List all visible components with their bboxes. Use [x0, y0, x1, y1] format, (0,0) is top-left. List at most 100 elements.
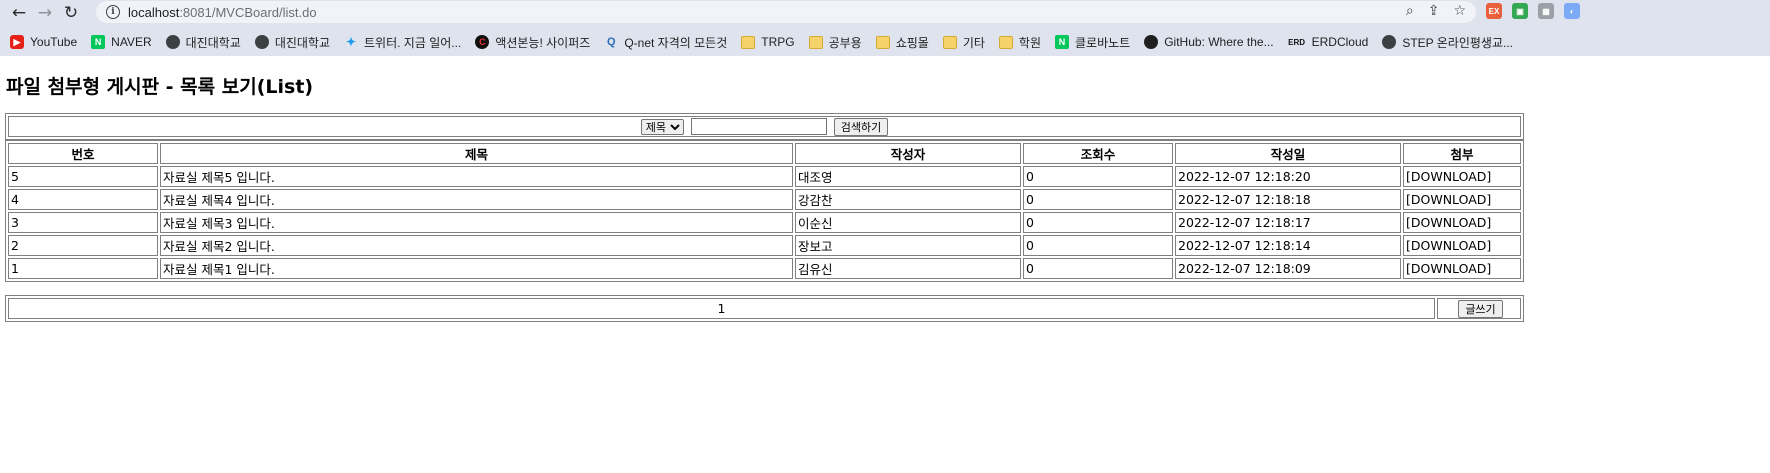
folder-icon: [875, 35, 890, 49]
cell-views: 0: [1023, 212, 1173, 233]
cell-number: 1: [8, 258, 158, 279]
bookmark-label: 대진대학교: [185, 35, 241, 50]
page-body: 파일 첨부형 게시판 - 목록 보기(List) 제목 검색하기 번호 제목 작…: [0, 74, 1770, 322]
download-link[interactable]: [DOWNLOAD]: [1403, 235, 1521, 256]
bookmark-item[interactable]: 공부용: [808, 34, 862, 51]
bookmark-label: 공부용: [828, 35, 862, 50]
download-link[interactable]: [DOWNLOAD]: [1403, 258, 1521, 279]
globe-icon: [165, 35, 180, 49]
cyphers-icon: C: [475, 35, 490, 49]
bookmark-star-icon[interactable]: ☆: [1453, 3, 1466, 19]
bookmark-item[interactable]: STEP 온라인평생교...: [1382, 34, 1513, 51]
col-header-date: 작성일: [1175, 143, 1401, 164]
download-link[interactable]: [DOWNLOAD]: [1403, 166, 1521, 187]
bookmark-item[interactable]: 쇼핑몰: [875, 34, 929, 51]
bookmark-label: 쇼핑몰: [895, 35, 929, 50]
write-button[interactable]: 글쓰기: [1458, 299, 1503, 318]
cell-date: 2022-12-07 12:18:20: [1175, 166, 1401, 187]
cell-author: 김유신: [795, 258, 1021, 279]
cell-number: 5: [8, 166, 158, 187]
search-form-table: 제목 검색하기: [5, 113, 1524, 140]
col-header-attachment: 첨부: [1403, 143, 1521, 164]
cell-title-link[interactable]: 자료실 제목3 입니다.: [160, 212, 793, 233]
folder-icon: [998, 35, 1013, 49]
col-header-views: 조회수: [1023, 143, 1173, 164]
bookmark-item[interactable]: ERD ERDCloud: [1288, 35, 1368, 49]
cell-views: 0: [1023, 166, 1173, 187]
globe-icon: [254, 35, 269, 49]
bookmark-item[interactable]: GitHub: Where the...: [1144, 35, 1274, 49]
extension-icon[interactable]: ▦: [1538, 3, 1554, 19]
bookmark-item[interactable]: 대진대학교: [165, 34, 241, 51]
site-info-icon[interactable]: i: [106, 5, 120, 19]
extension-icon[interactable]: EX: [1486, 3, 1502, 19]
bookmark-label: 클로바노트: [1075, 35, 1131, 50]
cell-title-link[interactable]: 자료실 제목1 입니다.: [160, 258, 793, 279]
download-link[interactable]: [DOWNLOAD]: [1403, 212, 1521, 233]
extension-icon[interactable]: ▣: [1512, 3, 1528, 19]
search-bar: 제목 검색하기: [8, 116, 1521, 137]
folder-icon: [741, 35, 756, 49]
bookmark-item[interactable]: C 액션본능! 사이퍼즈: [475, 34, 590, 51]
url-text[interactable]: localhost:8081/MVCBoard/list.do: [128, 5, 317, 20]
table-header-row: 번호 제목 작성자 조회수 작성일 첨부: [8, 143, 1521, 164]
bookmark-label: YouTube: [30, 35, 78, 49]
search-field-select[interactable]: 제목: [640, 118, 684, 135]
reload-icon[interactable]: ↻: [63, 3, 79, 23]
bookmark-item[interactable]: TRPG: [741, 35, 795, 49]
cell-title-link[interactable]: 자료실 제목2 입니다.: [160, 235, 793, 256]
bookmark-label: 액션본능! 사이퍼즈: [495, 35, 591, 50]
page-number[interactable]: 1: [8, 298, 1435, 319]
page-title: 파일 첨부형 게시판 - 목록 보기(List): [6, 76, 314, 98]
cell-number: 3: [8, 212, 158, 233]
col-header-number: 번호: [8, 143, 158, 164]
bookmark-item[interactable]: ✦ 트위터. 지금 일어...: [344, 34, 461, 51]
bookmark-item[interactable]: N NAVER: [91, 35, 152, 49]
cell-author: 대조영: [795, 166, 1021, 187]
bookmark-item[interactable]: N 클로바노트: [1055, 34, 1130, 51]
cell-number: 4: [8, 189, 158, 210]
bookmark-item[interactable]: 기타: [942, 34, 985, 51]
bookmark-label: 대진대학교: [274, 35, 331, 50]
bookmark-item[interactable]: 대진대학교: [254, 34, 331, 51]
cell-author: 이순신: [795, 212, 1021, 233]
bookmarks-bar: ▶ YouTube N NAVER 대진대학교 대진대학교 ✦ 트위터. 지금 일어... C 액…: [0, 29, 1770, 55]
download-link[interactable]: [DOWNLOAD]: [1403, 189, 1521, 210]
cell-title-link[interactable]: 자료실 제목4 입니다.: [160, 189, 793, 210]
folder-icon: [808, 35, 823, 49]
pagination-table: 1 글쓰기: [5, 295, 1524, 322]
erdcloud-icon: ERD: [1288, 37, 1306, 47]
address-bar[interactable]: i localhost:8081/MVCBoard/list.do ⌕ ⇪ ☆: [96, 1, 1476, 23]
naver-icon: N: [91, 35, 106, 49]
folder-icon: [942, 35, 957, 49]
browser-chrome: ← → ↻ i localhost:8081/MVCBoard/list.do …: [0, 0, 1770, 56]
forward-icon[interactable]: →: [37, 3, 53, 23]
bookmark-item[interactable]: 학원: [998, 34, 1041, 51]
table-row: 1 자료실 제목1 입니다. 김유신 0 2022-12-07 12:18:09…: [8, 258, 1521, 279]
extension-icon[interactable]: ◐: [1564, 3, 1580, 19]
col-header-author: 작성자: [795, 143, 1021, 164]
cell-author: 장보고: [795, 235, 1021, 256]
cell-date: 2022-12-07 12:18:17: [1175, 212, 1401, 233]
url-path: :8081/MVCBoard/list.do: [179, 4, 317, 20]
bookmark-item[interactable]: Q Q-net 자격의 모든것: [604, 34, 727, 51]
cell-author: 강감찬: [795, 189, 1021, 210]
bookmark-item[interactable]: ▶ YouTube: [10, 35, 77, 49]
bookmark-label: GitHub: Where the...: [1164, 35, 1274, 49]
share-icon[interactable]: ⇪: [1427, 3, 1440, 19]
url-host: localhost: [128, 4, 180, 20]
naver-icon: N: [1055, 35, 1070, 49]
search-input[interactable]: [690, 118, 827, 135]
bookmark-label: TRPG: [761, 35, 795, 49]
github-icon: [1144, 35, 1159, 49]
write-cell: 글쓰기: [1437, 298, 1521, 319]
extension-toolbar: EX ▣ ▦ ◐: [1486, 3, 1580, 19]
table-row: 4 자료실 제목4 입니다. 강감찬 0 2022-12-07 12:18:18…: [8, 189, 1521, 210]
back-icon[interactable]: ←: [11, 3, 27, 23]
cell-views: 0: [1023, 258, 1173, 279]
cell-title-link[interactable]: 자료실 제목5 입니다.: [160, 166, 793, 187]
table-row: 5 자료실 제목5 입니다. 대조영 0 2022-12-07 12:18:20…: [8, 166, 1521, 187]
search-button[interactable]: 검색하기: [833, 117, 889, 136]
zoom-icon[interactable]: ⌕: [1405, 3, 1414, 19]
board-list-table: 번호 제목 작성자 조회수 작성일 첨부 5 자료실 제목5 입니다. 대조영 …: [5, 140, 1524, 282]
